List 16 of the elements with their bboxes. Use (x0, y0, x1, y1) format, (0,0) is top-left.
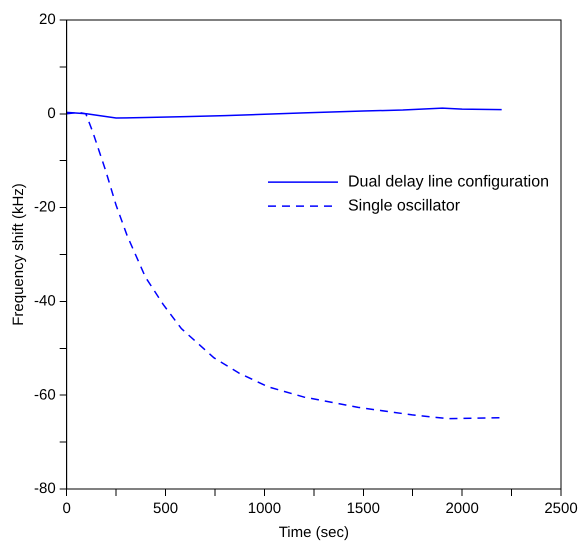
x-tick-label: 0 (62, 500, 71, 518)
y-tick-label: 0 (47, 104, 56, 122)
x-tick-label: 1500 (346, 500, 380, 518)
y-tick-label: -60 (34, 386, 56, 404)
y-tick-label: -40 (34, 292, 56, 310)
y-tick-label: -80 (34, 480, 56, 498)
y-axis-title: Frequency shift (kHz) (10, 183, 28, 326)
legend-label: Dual delay line configuration (348, 173, 549, 190)
x-tick-label: 2000 (445, 500, 479, 518)
y-tick-label: 20 (38, 11, 56, 28)
x-tick-label: 2500 (544, 500, 578, 518)
x-tick-label: 500 (153, 500, 178, 518)
y-tick-label: -20 (34, 198, 56, 216)
x-axis-title: Time (sec) (278, 524, 349, 542)
legend-label: Single oscillator (348, 197, 461, 214)
x-tick-label: 1000 (248, 500, 282, 518)
